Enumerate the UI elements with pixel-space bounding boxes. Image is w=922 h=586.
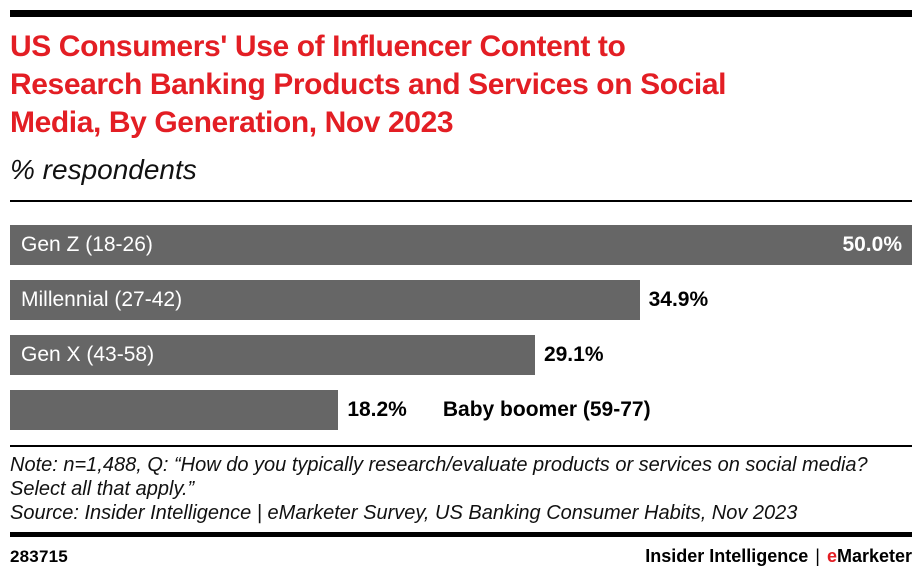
- top-divider: [10, 10, 912, 17]
- bar-chart: Gen Z (18-26) 50.0% Millennial (27-42) 34.9…: [10, 202, 912, 430]
- bar-label: Gen Z (18-26): [21, 233, 153, 256]
- bar-value: 50.0%: [842, 233, 902, 256]
- bar-value: 18.2%: [347, 398, 407, 421]
- bar: Millennial (27-42): [10, 280, 640, 320]
- chart-title-line-3: Media, By Generation, Nov 2023: [10, 106, 454, 139]
- bar-row: 18.2% Baby boomer (59-77): [10, 390, 912, 430]
- chart-title: US Consumers' Use of Influencer Content …: [10, 28, 912, 142]
- header-divider: [10, 200, 912, 202]
- bar-row: Millennial (27-42) 34.9%: [10, 280, 912, 320]
- bar: [10, 390, 339, 430]
- bar-row: Gen Z (18-26) 50.0%: [10, 225, 912, 265]
- chart-bottom-divider: [10, 445, 912, 447]
- branding: Insider Intelligence | eMarketer: [645, 546, 912, 567]
- bar-label: Gen X (43-58): [21, 343, 155, 366]
- bar-value: 34.9%: [648, 288, 709, 311]
- brand-emarketer: eMarketer: [827, 546, 912, 566]
- chart-id: 283715: [10, 546, 68, 566]
- chart-title-line-2: Research Banking Products and Services o…: [10, 68, 727, 101]
- bar-label: Millennial (27-42): [21, 288, 183, 311]
- note-text: Note: n=1,488, Q: “How do you typically …: [10, 454, 868, 500]
- bar-row: Gen X (43-58) 29.1%: [10, 335, 912, 375]
- footer-divider: [10, 532, 912, 537]
- footer: 283715 Insider Intelligence | eMarketer: [10, 546, 912, 567]
- brand-separator: |: [815, 546, 820, 566]
- bar: Gen Z (18-26) 50.0%: [10, 225, 912, 265]
- brand-emarketer-rest: Marketer: [836, 546, 912, 566]
- chart-card: US Consumers' Use of Influencer Content …: [0, 10, 922, 567]
- bar: Gen X (43-58): [10, 335, 535, 375]
- source-text: Source: Insider Intelligence | eMarketer…: [10, 502, 798, 524]
- brand-insider-intelligence: Insider Intelligence: [645, 546, 809, 566]
- brand-emarketer-e: e: [826, 546, 837, 566]
- chart-title-line-1: US Consumers' Use of Influencer Content …: [10, 30, 626, 63]
- bar-value: 29.1%: [543, 343, 604, 366]
- chart-subtitle: % respondents: [10, 154, 197, 185]
- bar-label: Baby boomer (59-77): [442, 398, 651, 421]
